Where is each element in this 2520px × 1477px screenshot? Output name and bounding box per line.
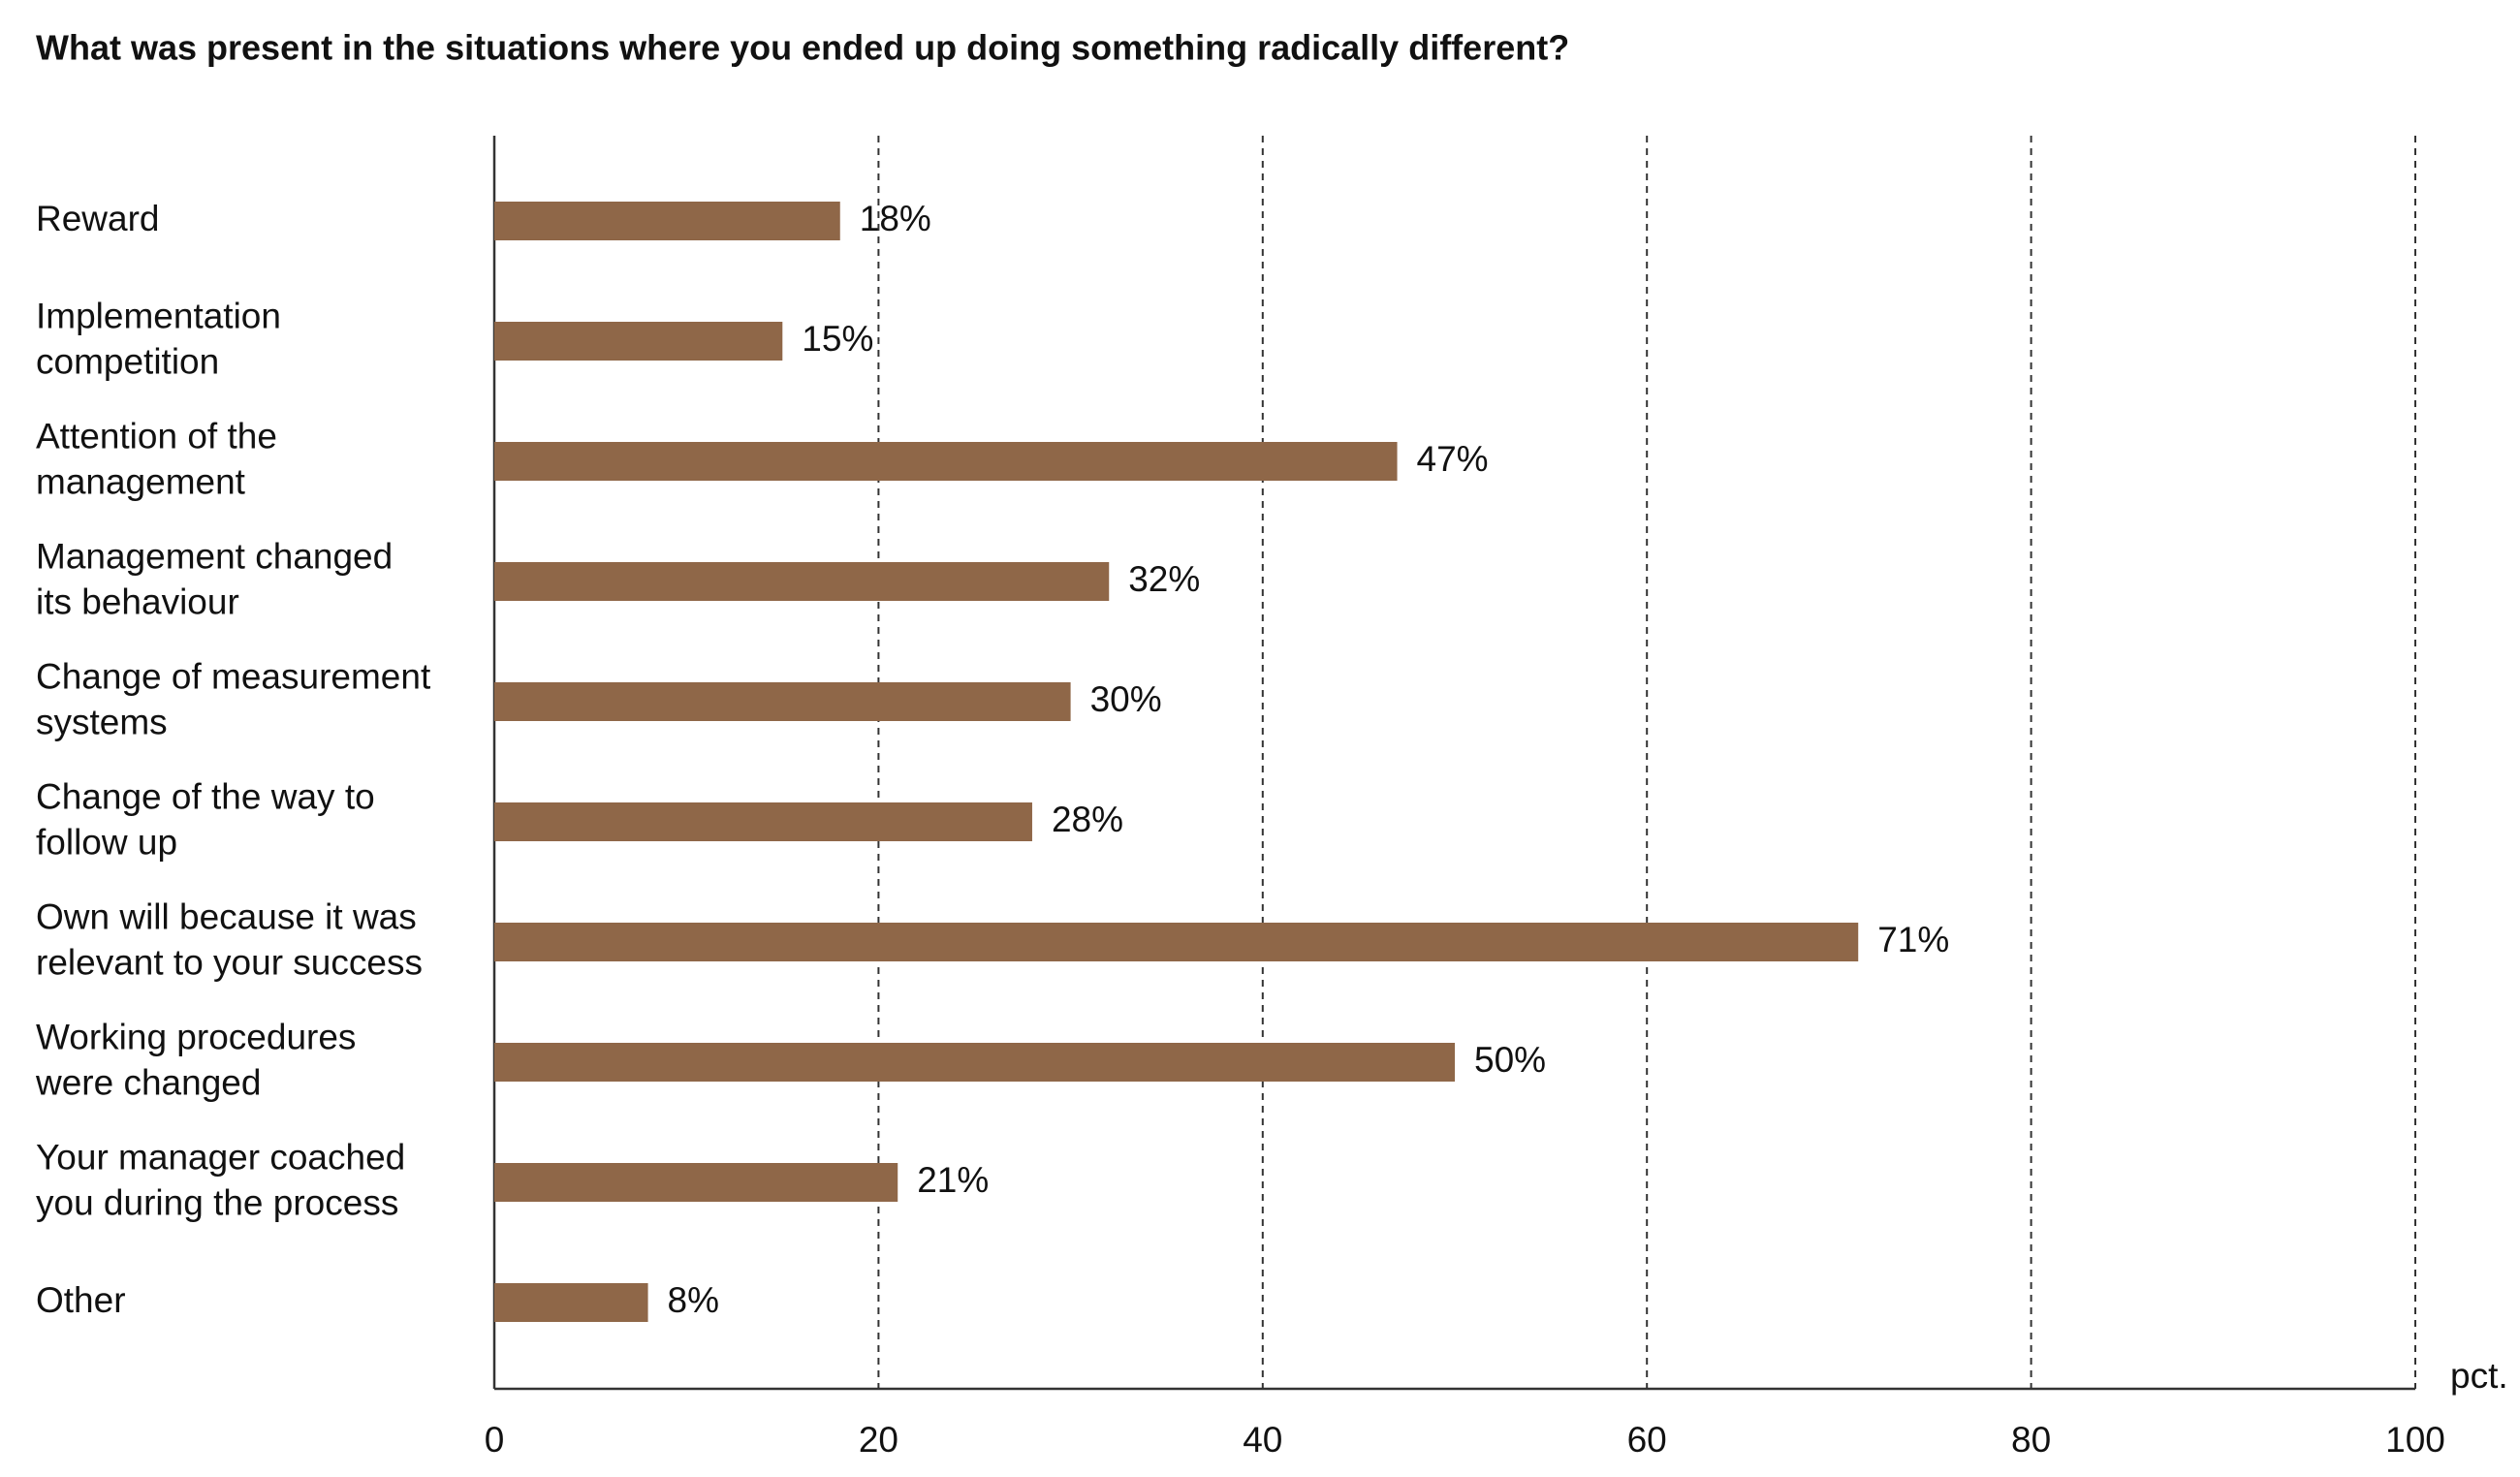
bar: [494, 1043, 1455, 1082]
bar: [494, 322, 783, 361]
x-axis-label: pct.: [2450, 1356, 2508, 1396]
data-label: 15%: [802, 319, 873, 359]
bar: [494, 682, 1071, 721]
category-label: Reward: [36, 199, 160, 238]
data-label: 21%: [917, 1160, 989, 1200]
data-label: 28%: [1052, 800, 1123, 839]
category-label: Other: [36, 1280, 126, 1320]
category-label: Your manager coached you during the proce…: [36, 1137, 405, 1222]
bar: [494, 923, 1859, 961]
x-tick-label: 80: [2011, 1420, 2051, 1460]
data-label: 50%: [1474, 1040, 1546, 1080]
category-label: Management changed its behaviour: [36, 536, 393, 621]
x-tick-label: 20: [859, 1420, 898, 1460]
chart-title: What was present in the situations where…: [36, 28, 1569, 68]
category-label: Change of measurement systems: [36, 656, 431, 741]
category-label: Change of the way to follow up: [36, 776, 375, 862]
category-label: Attention of the management: [36, 416, 277, 501]
data-label: 8%: [668, 1280, 719, 1320]
category-label: Working procedures were changed: [35, 1017, 356, 1102]
category-label: Implementation competition: [36, 296, 281, 381]
data-label: 30%: [1090, 679, 1162, 719]
data-label: 32%: [1128, 559, 1200, 599]
data-label: 71%: [1877, 920, 1949, 959]
bar: [494, 202, 840, 240]
bar: [494, 1283, 648, 1322]
bar: [494, 802, 1032, 841]
bar: [494, 442, 1398, 481]
x-tick-label: 40: [1243, 1420, 1282, 1460]
x-tick-label: 60: [1627, 1420, 1667, 1460]
data-label: 18%: [860, 199, 931, 238]
data-label: 47%: [1417, 439, 1489, 479]
bar: [494, 562, 1110, 601]
x-tick-label: 0: [485, 1420, 505, 1460]
x-tick-label: 100: [2385, 1420, 2445, 1460]
category-label: Own will because it was relevant to your …: [36, 896, 423, 982]
bar: [494, 1163, 898, 1202]
